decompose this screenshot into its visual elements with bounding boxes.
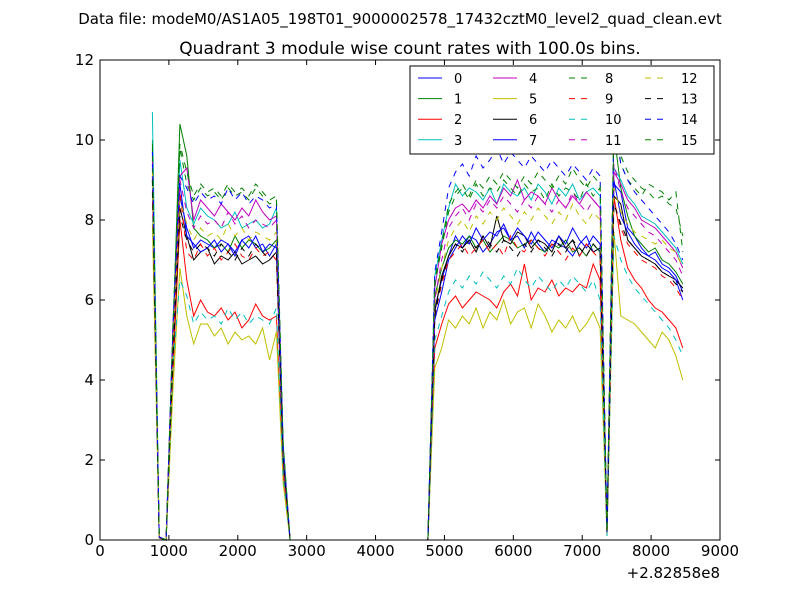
x-tick-label: 4000 (356, 542, 394, 560)
legend-label-8: 8 (605, 72, 613, 87)
legend-label-1: 1 (454, 93, 462, 108)
legend-label-0: 0 (454, 72, 462, 87)
series-line-8 (151, 115, 684, 541)
legend-label-9: 9 (605, 93, 613, 108)
legend-label-15: 15 (681, 134, 698, 149)
x-tick-label: 7000 (563, 542, 601, 560)
legend-label-14: 14 (681, 113, 698, 128)
legend-label-12: 12 (681, 72, 698, 87)
y-tick-label: 4 (84, 371, 94, 389)
x-tick-label: 0 (95, 542, 105, 560)
legend-label-5: 5 (529, 93, 537, 108)
chart-suptitle: Data file: modeM0/AS1A05_198T01_90000025… (78, 10, 722, 29)
x-tick-label: 9000 (701, 542, 739, 560)
x-offset-label: +2.82858e8 (627, 564, 720, 582)
plot-frame (99, 59, 721, 541)
y-tick-label: 2 (84, 451, 94, 469)
chart-title: Quadrant 3 module wise count rates with … (179, 39, 640, 59)
x-tick-label: 5000 (425, 542, 463, 560)
legend-label-4: 4 (529, 72, 537, 87)
legend-box (409, 65, 715, 155)
y-tick-label: 0 (84, 531, 94, 549)
series-line-15 (151, 127, 684, 541)
legend-label-3: 3 (454, 134, 462, 149)
ticks-layer: 0 1000 2000 3000 4000 5000 6000 7000 8000 9000 0 2 4… (75, 51, 739, 560)
series-layer (151, 111, 684, 541)
y-tick-label: 6 (84, 291, 94, 309)
y-tick-label: 12 (75, 51, 94, 69)
x-tick-label: 8000 (632, 542, 670, 560)
legend-label-11: 11 (605, 134, 622, 149)
legend-label-10: 10 (605, 113, 622, 128)
legend-label-7: 7 (529, 134, 537, 149)
legend-label-2: 2 (454, 113, 462, 128)
legend-label-6: 6 (529, 113, 537, 128)
legend-label-13: 13 (681, 93, 698, 108)
y-tick-label: 10 (75, 131, 94, 149)
x-tick-label: 2000 (219, 542, 257, 560)
x-tick-label: 1000 (150, 542, 188, 560)
series-line-11 (151, 159, 684, 541)
x-tick-label: 6000 (494, 542, 532, 560)
series-line-10 (151, 183, 684, 541)
y-tick-label: 8 (84, 211, 94, 229)
x-tick-label: 3000 (288, 542, 326, 560)
